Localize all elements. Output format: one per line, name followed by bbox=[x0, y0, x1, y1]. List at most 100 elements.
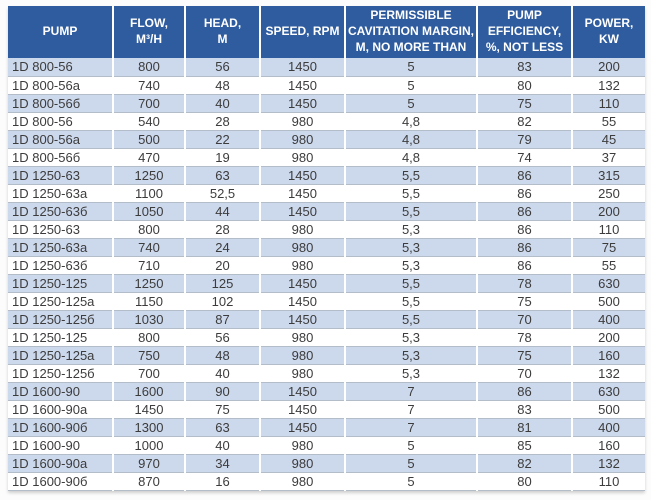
cell-efficiency: 86 bbox=[477, 238, 573, 257]
cell-flow: 1250 bbox=[113, 166, 186, 185]
cell-head: 40 bbox=[185, 364, 261, 383]
cell-cavitation: 5,5 bbox=[345, 292, 478, 311]
cell-power: 630 bbox=[572, 274, 645, 293]
cell-pump: 1D 800-56 bbox=[8, 58, 114, 77]
cell-head: 19 bbox=[185, 148, 261, 167]
table-row: 1D 1600-90 1600 90 1450 7 86 630 bbox=[8, 382, 645, 401]
cell-flow: 500 bbox=[113, 130, 186, 149]
cell-power: 160 bbox=[572, 346, 645, 365]
table-row: 1D 1250-125a 750 48 980 5,3 75 160 bbox=[8, 346, 645, 365]
cell-speed: 1450 bbox=[260, 202, 346, 221]
cell-speed: 1450 bbox=[260, 310, 346, 329]
table-row: 1D 800-56 540 28 980 4,8 82 55 bbox=[8, 112, 645, 131]
cell-pump: 1D 1250-125б bbox=[8, 364, 114, 383]
table-row: 1D 1600-90б 870 16 980 5 80 110 bbox=[8, 472, 645, 491]
cell-pump: 1D 1600-90б bbox=[8, 418, 114, 437]
cell-cavitation: 5,3 bbox=[345, 220, 478, 239]
cell-flow: 700 bbox=[113, 364, 186, 383]
cell-cavitation: 5 bbox=[345, 94, 478, 113]
cell-power: 45 bbox=[572, 130, 645, 149]
table-row: 1D 1600-90б 1300 63 1450 7 81 400 bbox=[8, 418, 645, 437]
table-row: 1D 1250-125a 1150 102 1450 5,5 75 500 bbox=[8, 292, 645, 311]
cell-cavitation: 5,3 bbox=[345, 256, 478, 275]
table-row: 1D 1250-63б 1050 44 1450 5,5 86 200 bbox=[8, 202, 645, 221]
cell-cavitation: 7 bbox=[345, 400, 478, 419]
cell-flow: 1050 bbox=[113, 202, 186, 221]
cell-head: 28 bbox=[185, 112, 261, 131]
cell-flow: 1100 bbox=[113, 184, 186, 203]
column-header-speed: SPEED, RPM bbox=[260, 6, 346, 58]
cell-cavitation: 5,5 bbox=[345, 202, 478, 221]
table-row: 1D 1600-90 1000 40 980 5 85 160 bbox=[8, 436, 645, 455]
cell-flow: 1450 bbox=[113, 400, 186, 419]
cell-flow: 1150 bbox=[113, 292, 186, 311]
cell-cavitation: 4,8 bbox=[345, 130, 478, 149]
cell-speed: 1450 bbox=[260, 166, 346, 185]
cell-head: 40 bbox=[185, 94, 261, 113]
cell-cavitation: 7 bbox=[345, 418, 478, 437]
cell-power: 200 bbox=[572, 328, 645, 347]
cell-efficiency: 86 bbox=[477, 382, 573, 401]
cell-speed: 980 bbox=[260, 346, 346, 365]
cell-head: 87 bbox=[185, 310, 261, 329]
cell-flow: 540 bbox=[113, 112, 186, 131]
cell-pump: 1D 1600-90 bbox=[8, 382, 114, 401]
cell-flow: 970 bbox=[113, 454, 186, 473]
cell-pump: 1D 800-56a bbox=[8, 130, 114, 149]
cell-flow: 470 bbox=[113, 148, 186, 167]
table-row: 1D 1250-63a 740 24 980 5,3 86 75 bbox=[8, 238, 645, 257]
table-body: 1D 800-56 800 56 1450 5 83 200 1D 800-56a 740 48 1… bbox=[8, 58, 645, 491]
cell-power: 55 bbox=[572, 112, 645, 131]
cell-speed: 1450 bbox=[260, 58, 346, 77]
cell-head: 16 bbox=[185, 472, 261, 491]
cell-cavitation: 5 bbox=[345, 472, 478, 491]
cell-efficiency: 86 bbox=[477, 220, 573, 239]
cell-head: 28 bbox=[185, 220, 261, 239]
cell-power: 160 bbox=[572, 436, 645, 455]
cell-power: 132 bbox=[572, 364, 645, 383]
cell-speed: 980 bbox=[260, 112, 346, 131]
cell-efficiency: 75 bbox=[477, 94, 573, 113]
cell-pump: 1D 1250-63 bbox=[8, 220, 114, 239]
cell-pump: 1D 1250-125б bbox=[8, 310, 114, 329]
table-row: 1D 1250-125б 1030 87 1450 5,5 70 400 bbox=[8, 310, 645, 329]
column-header-efficiency: PUMP EFFICIENCY, %, NOT LESS bbox=[477, 6, 573, 58]
cell-head: 90 bbox=[185, 382, 261, 401]
cell-head: 48 bbox=[185, 346, 261, 365]
cell-power: 110 bbox=[572, 94, 645, 113]
cell-cavitation: 5,3 bbox=[345, 346, 478, 365]
cell-pump: 1D 1250-63a bbox=[8, 184, 114, 203]
cell-cavitation: 5 bbox=[345, 454, 478, 473]
cell-speed: 1450 bbox=[260, 418, 346, 437]
cell-pump: 1D 1250-125 bbox=[8, 274, 114, 293]
cell-flow: 800 bbox=[113, 328, 186, 347]
table-row: 1D 1250-63 800 28 980 5,3 86 110 bbox=[8, 220, 645, 239]
cell-power: 500 bbox=[572, 292, 645, 311]
column-header-pump: PUMP bbox=[8, 6, 114, 58]
header-row: PUMP FLOW, M³/H HEAD, M SPEED, RPM PERMISSIB… bbox=[8, 6, 645, 58]
column-header-power: POWER, KW bbox=[572, 6, 645, 58]
cell-speed: 1450 bbox=[260, 184, 346, 203]
cell-speed: 980 bbox=[260, 328, 346, 347]
cell-head: 22 bbox=[185, 130, 261, 149]
cell-power: 55 bbox=[572, 256, 645, 275]
cell-efficiency: 78 bbox=[477, 328, 573, 347]
cell-power: 500 bbox=[572, 400, 645, 419]
cell-head: 20 bbox=[185, 256, 261, 275]
cell-cavitation: 5,3 bbox=[345, 328, 478, 347]
cell-efficiency: 75 bbox=[477, 292, 573, 311]
cell-cavitation: 5,5 bbox=[345, 184, 478, 203]
cell-power: 132 bbox=[572, 454, 645, 473]
cell-head: 56 bbox=[185, 58, 261, 77]
cell-pump: 1D 1250-125 bbox=[8, 328, 114, 347]
cell-cavitation: 4,8 bbox=[345, 148, 478, 167]
cell-speed: 1450 bbox=[260, 400, 346, 419]
table-row: 1D 1600-90a 970 34 980 5 82 132 bbox=[8, 454, 645, 473]
cell-head: 56 bbox=[185, 328, 261, 347]
cell-efficiency: 79 bbox=[477, 130, 573, 149]
cell-flow: 710 bbox=[113, 256, 186, 275]
column-header-head: HEAD, M bbox=[185, 6, 261, 58]
cell-speed: 1450 bbox=[260, 292, 346, 311]
cell-flow: 800 bbox=[113, 220, 186, 239]
cell-speed: 980 bbox=[260, 148, 346, 167]
